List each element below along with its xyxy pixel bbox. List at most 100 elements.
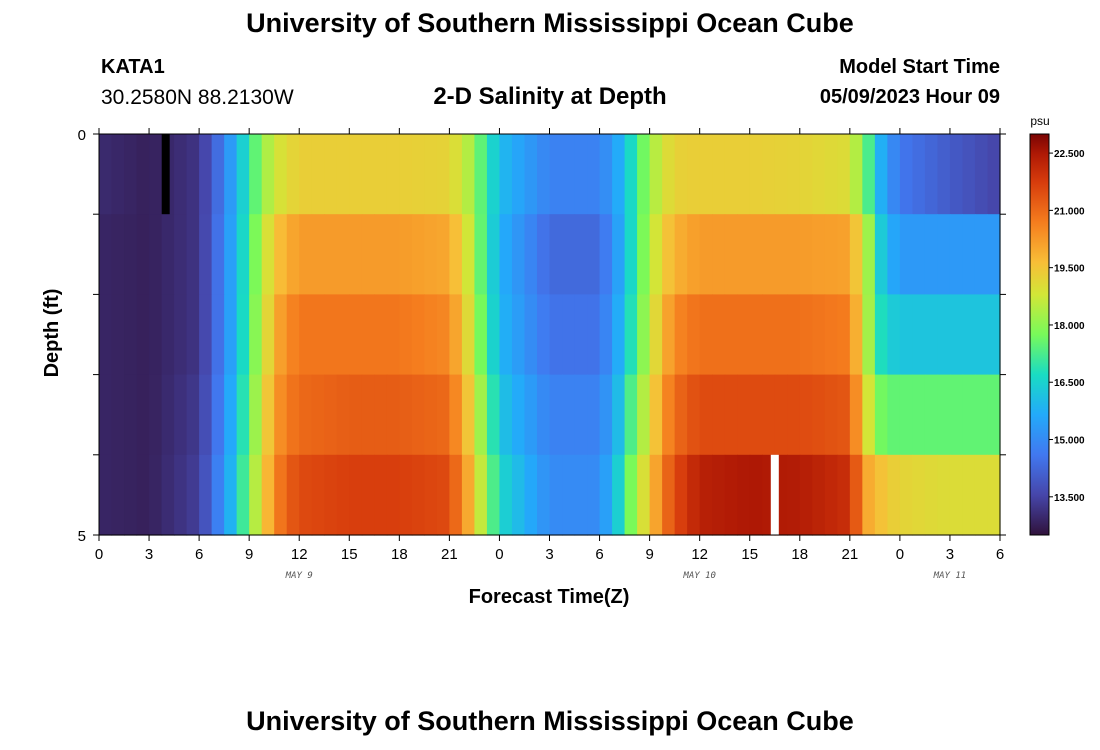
heatmap-cell — [699, 214, 713, 295]
heatmap-cell — [536, 454, 551, 536]
heatmap-cell — [562, 134, 576, 215]
x-tick-label: 6 — [595, 546, 603, 563]
heatmap-cell — [799, 294, 813, 376]
heatmap-cell — [349, 294, 363, 376]
heatmap-cell — [499, 214, 513, 295]
heatmap-cell — [712, 214, 726, 295]
heatmap-cell — [774, 294, 788, 376]
heatmap-cell — [899, 454, 913, 536]
heatmap-cell — [199, 374, 213, 456]
heatmap-cell — [849, 134, 863, 215]
heatmap-cell — [674, 294, 688, 376]
heatmap-cell — [461, 454, 476, 536]
heatmap-cell — [111, 134, 125, 215]
heatmap-cell — [374, 294, 388, 376]
colorbar-tick-label: 16.500 — [1054, 378, 1085, 389]
heatmap-cell — [649, 214, 663, 295]
heatmap-cell — [136, 374, 150, 456]
heatmap-cell — [186, 214, 200, 295]
heatmap-cell — [111, 454, 125, 536]
heatmap-cell — [787, 214, 801, 295]
heatmap-cell — [461, 294, 476, 376]
heatmap-cell — [474, 294, 488, 376]
heatmap-cell — [937, 374, 951, 456]
heatmap-cell — [724, 294, 738, 376]
heatmap-cell — [562, 214, 576, 295]
heatmap-cell — [712, 134, 726, 215]
heatmap-cell — [737, 374, 751, 456]
heatmap-cell — [411, 374, 425, 456]
heatmap-cell — [912, 214, 926, 295]
heatmap-cell — [211, 294, 225, 376]
heatmap-cell — [99, 374, 113, 456]
heatmap-cell — [974, 294, 989, 376]
heatmap-cell — [624, 134, 638, 215]
heatmap-cell — [511, 134, 526, 215]
heatmap-cell — [587, 214, 601, 295]
heatmap-cell — [199, 454, 213, 536]
heatmap-cell — [324, 454, 338, 536]
x-axis-label: Forecast Time(Z) — [469, 586, 630, 608]
heatmap-cell — [924, 214, 939, 295]
heatmap-cell — [299, 294, 313, 376]
heatmap-cell — [174, 294, 188, 376]
heatmap-cell — [236, 294, 250, 376]
x-axis: 0 3 6 9 12 15 18 21 0 3 6 9 12 15 18 21 0 3 6 MAY 9 MAY 10 MA… — [95, 128, 1004, 581]
heatmap-cell — [124, 374, 138, 456]
heatmap-cell — [662, 294, 676, 376]
heatmap-cell — [637, 294, 651, 376]
heatmap-cell — [336, 214, 350, 295]
heatmap-cell — [199, 134, 213, 215]
heatmap-cell — [374, 134, 388, 215]
heatmap-cell — [436, 214, 450, 295]
heatmap-cell — [524, 454, 538, 536]
heatmap-cell — [486, 294, 501, 376]
heatmap-cell — [361, 134, 375, 215]
heatmap-cell — [399, 134, 413, 215]
heatmap-cell — [361, 454, 375, 536]
heatmap-cell — [436, 454, 450, 536]
heatmap-cell — [687, 214, 701, 295]
heatmap-cell — [236, 454, 250, 536]
heatmap-cell — [637, 134, 651, 215]
heatmap-cell — [787, 454, 801, 536]
heatmap-cell — [624, 454, 638, 536]
heatmap-cell — [249, 374, 263, 456]
heatmap-cell — [324, 294, 338, 376]
colorbar-tick-label: 21.000 — [1054, 206, 1085, 217]
heatmap-cell — [612, 214, 626, 295]
heatmap-cell — [587, 134, 601, 215]
heatmap-cell — [612, 454, 626, 536]
heatmap-cell — [261, 134, 275, 215]
heatmap-cell — [887, 294, 901, 376]
colorbar-tick-label: 19.500 — [1054, 264, 1085, 275]
heatmap-cell — [737, 454, 751, 536]
x-tick-label: 0 — [896, 546, 904, 563]
heatmap-cell — [824, 374, 838, 456]
colorbar-unit: psu — [1030, 114, 1049, 128]
heatmap-cell — [912, 294, 926, 376]
heatmap-cell — [962, 294, 976, 376]
heatmap-cell — [724, 374, 738, 456]
heatmap-cell — [374, 454, 388, 536]
heatmap-cell — [361, 374, 375, 456]
heatmap-cell — [224, 214, 238, 295]
heatmap-cell — [386, 294, 400, 376]
heatmap-cell — [336, 454, 350, 536]
heatmap-cell — [374, 214, 388, 295]
x-tick-label: 18 — [791, 546, 808, 563]
heatmap-cell — [186, 134, 200, 215]
heatmap-cell — [436, 294, 450, 376]
x-tick-label: 0 — [95, 546, 103, 563]
heatmap-cell — [124, 454, 138, 536]
heatmap-cell — [161, 374, 175, 456]
heatmap-cell — [649, 294, 663, 376]
heatmap-cell — [812, 294, 826, 376]
heatmap-cell — [411, 454, 425, 536]
heatmap-cell — [574, 214, 588, 295]
heatmap-cell — [912, 374, 926, 456]
heatmap-cell — [674, 134, 688, 215]
heatmap-cell — [949, 134, 964, 215]
x-tick-label: 6 — [996, 546, 1004, 563]
heatmap-cell — [587, 454, 601, 536]
